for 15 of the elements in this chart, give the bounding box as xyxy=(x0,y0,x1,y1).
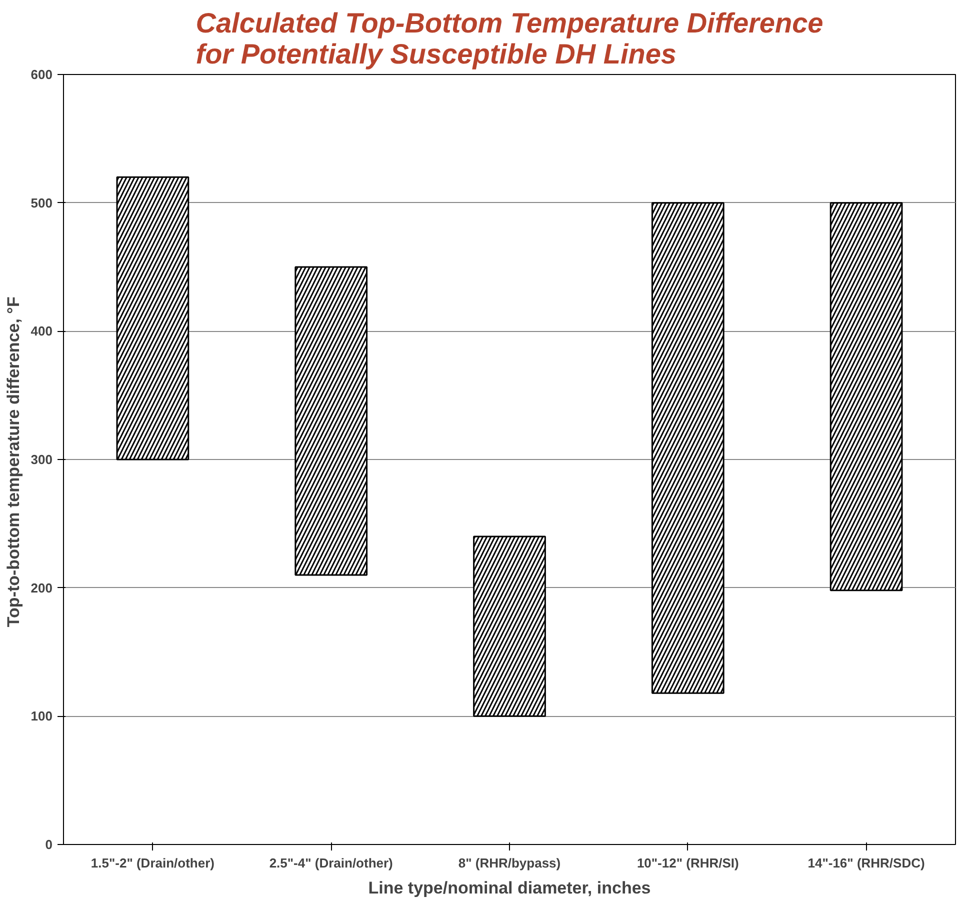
y-tick-label: 200 xyxy=(30,580,53,596)
x-tick-label: 2.5"-4" (Drain/other) xyxy=(269,856,393,870)
x-tick-label: 14"-16" (RHR/SDC) xyxy=(808,856,925,870)
chart-title: Calculated Top-Bottom Temperature Difference for Potentially Susceptible DH Lines xyxy=(196,8,824,70)
y-axis-title: Top-to-bottom temperature difference, °F xyxy=(4,296,23,628)
x-tick-label: 10"-12" (RHR/SI) xyxy=(636,856,739,870)
y-tick-label: 100 xyxy=(30,708,53,724)
y-tick-label: 600 xyxy=(30,67,53,82)
x-tick-label: 1.5"-2" (Drain/other) xyxy=(90,856,214,870)
x-axis-title: Line type/nominal diameter, inches xyxy=(368,878,651,898)
x-tick-label: 8" (RHR/bypass) xyxy=(458,856,561,870)
y-tick-label: 500 xyxy=(30,195,53,210)
y-tick-label: 0 xyxy=(45,837,53,852)
y-tick-label: 400 xyxy=(30,324,53,339)
y-tick-label: 300 xyxy=(30,452,53,467)
